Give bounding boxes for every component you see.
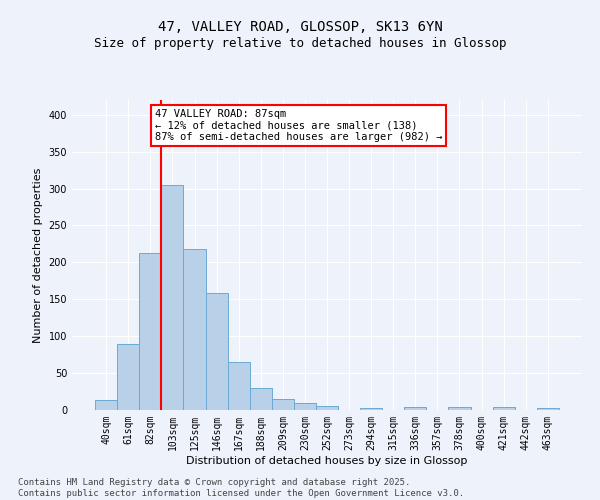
Bar bbox=[537, 408, 559, 410]
Bar bbox=[184, 249, 206, 410]
Text: Size of property relative to detached houses in Glossop: Size of property relative to detached ho… bbox=[94, 38, 506, 51]
Bar bbox=[206, 294, 227, 410]
Bar bbox=[227, 362, 250, 410]
Bar bbox=[139, 253, 161, 410]
Bar bbox=[161, 185, 184, 410]
Bar bbox=[117, 344, 139, 410]
Bar bbox=[404, 407, 427, 410]
Bar bbox=[272, 399, 294, 410]
X-axis label: Distribution of detached houses by size in Glossop: Distribution of detached houses by size … bbox=[187, 456, 467, 466]
Bar bbox=[493, 407, 515, 410]
Bar bbox=[250, 388, 272, 410]
Bar bbox=[316, 406, 338, 410]
Y-axis label: Number of detached properties: Number of detached properties bbox=[33, 168, 43, 342]
Bar bbox=[294, 404, 316, 410]
Bar bbox=[360, 408, 382, 410]
Text: 47 VALLEY ROAD: 87sqm
← 12% of detached houses are smaller (138)
87% of semi-det: 47 VALLEY ROAD: 87sqm ← 12% of detached … bbox=[155, 109, 442, 142]
Bar bbox=[95, 400, 117, 410]
Text: 47, VALLEY ROAD, GLOSSOP, SK13 6YN: 47, VALLEY ROAD, GLOSSOP, SK13 6YN bbox=[158, 20, 442, 34]
Text: Contains HM Land Registry data © Crown copyright and database right 2025.
Contai: Contains HM Land Registry data © Crown c… bbox=[18, 478, 464, 498]
Bar bbox=[448, 407, 470, 410]
